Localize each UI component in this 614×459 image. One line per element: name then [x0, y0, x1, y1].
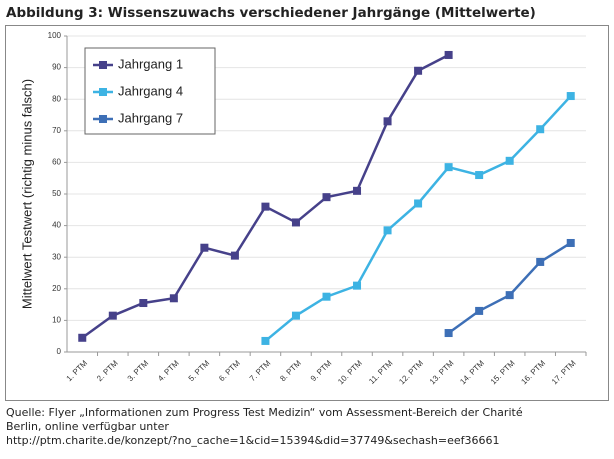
- point: [322, 292, 331, 301]
- point: [536, 125, 545, 134]
- legend-label: Jahrgang 7: [118, 110, 183, 125]
- y-tick-label: 60: [52, 158, 61, 167]
- point: [475, 171, 484, 180]
- point: [536, 257, 545, 266]
- chart-title: Abbildung 3: Wissenszuwachs verschiedene…: [6, 5, 536, 21]
- point: [108, 311, 117, 320]
- caption: Berlin, online verfügbar unter: [6, 420, 169, 433]
- point: [414, 66, 423, 75]
- caption: Quelle: Flyer „Informationen zum Progres…: [6, 406, 523, 419]
- y-tick-label: 40: [52, 221, 61, 230]
- legend-label: Jahrgang 4: [118, 83, 183, 98]
- point: [566, 238, 575, 247]
- y-tick-label: 50: [52, 189, 61, 198]
- legend-swatch: [99, 88, 107, 96]
- point: [169, 294, 178, 303]
- point: [505, 291, 514, 300]
- point: [505, 156, 514, 165]
- point: [383, 117, 392, 126]
- y-tick-label: 70: [52, 126, 61, 135]
- caption: http://ptm.charite.de/konzept/?no_cache=…: [6, 434, 500, 447]
- point: [139, 299, 148, 308]
- point: [475, 306, 484, 315]
- point: [291, 218, 300, 227]
- legend-label: Jahrgang 1: [118, 56, 183, 71]
- point: [261, 202, 270, 211]
- y-tick-label: 0: [57, 347, 62, 356]
- y-tick-label: 10: [52, 316, 61, 325]
- legend-swatch: [99, 61, 107, 69]
- point: [414, 199, 423, 208]
- point: [353, 186, 362, 195]
- legend-swatch: [99, 115, 107, 123]
- point: [322, 193, 331, 202]
- point: [291, 311, 300, 320]
- y-tick-label: 80: [52, 94, 61, 103]
- point: [230, 251, 239, 260]
- y-tick-label: 30: [52, 252, 61, 261]
- y-tick-label: 100: [48, 31, 62, 40]
- point: [444, 163, 453, 172]
- y-axis-label: Mittelwert Testwert (richtig minus falsc…: [19, 79, 34, 309]
- y-tick-label: 90: [52, 63, 61, 72]
- point: [261, 336, 270, 345]
- point: [444, 329, 453, 338]
- y-tick-label: 20: [52, 284, 61, 293]
- point: [78, 333, 87, 342]
- point: [383, 226, 392, 235]
- point: [200, 243, 209, 252]
- chart: Abbildung 3: Wissenszuwachs verschiedene…: [5, 5, 609, 401]
- point: [566, 92, 575, 101]
- point: [353, 281, 362, 290]
- point: [444, 50, 453, 59]
